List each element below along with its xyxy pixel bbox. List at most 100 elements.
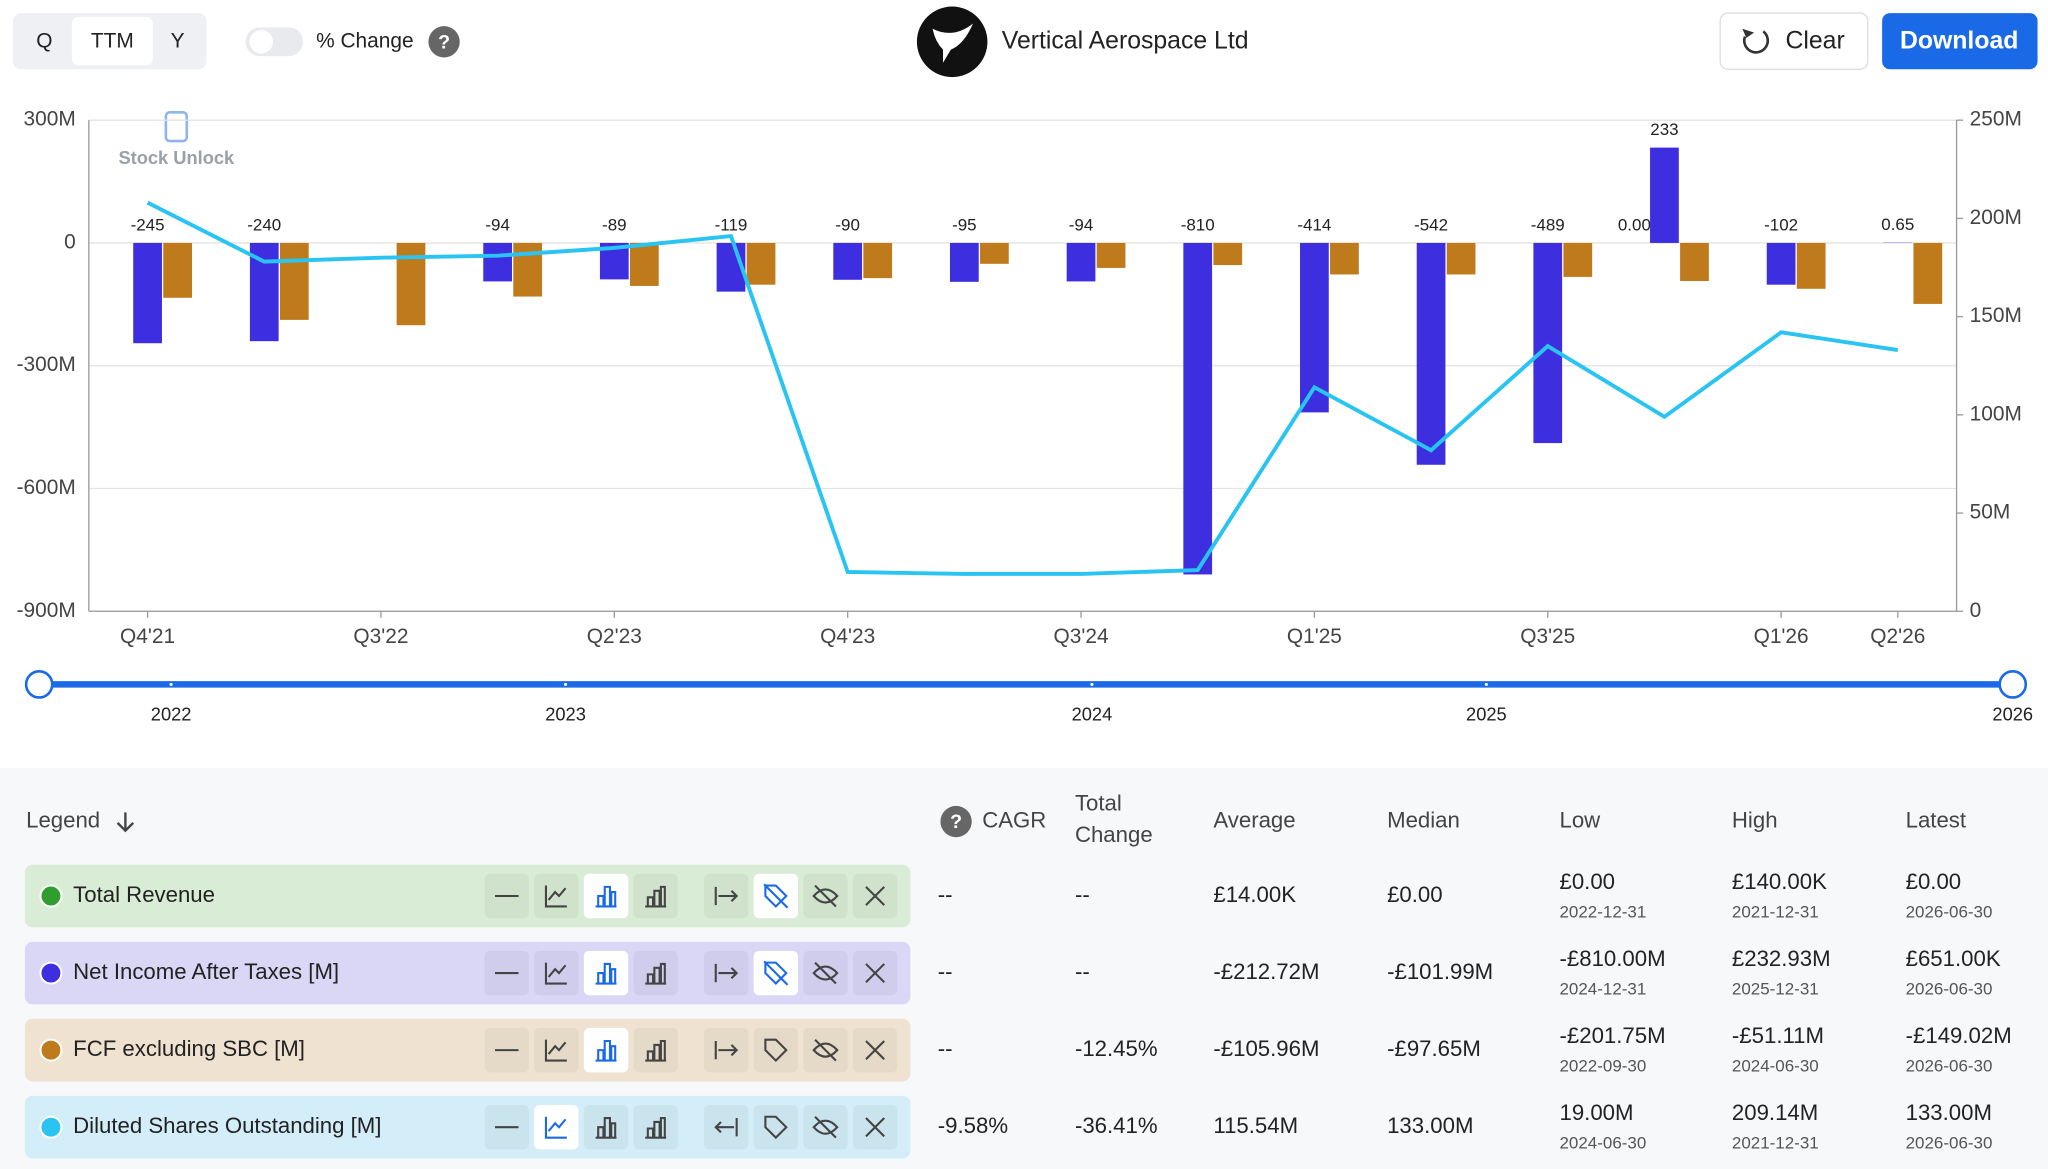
help-glyph: ?	[950, 811, 962, 833]
bar	[1446, 242, 1476, 275]
legend-header[interactable]: Legend	[26, 807, 100, 832]
slider-dot	[169, 682, 173, 686]
cell-cagr: -9.58%	[938, 1113, 1008, 1138]
legend-action-icon[interactable]	[812, 884, 839, 908]
download-button[interactable]	[1882, 13, 2038, 70]
bar	[1563, 242, 1593, 277]
legend-dot	[39, 884, 63, 908]
bar	[1766, 242, 1796, 285]
y2-tick-label: 100M	[1970, 402, 2022, 425]
legend-row	[24, 1018, 911, 1082]
legend-action-icon[interactable]	[714, 963, 739, 983]
legend-action-icon[interactable]	[714, 1118, 738, 1137]
icon-bg	[753, 1027, 799, 1073]
slider-year: 2022	[151, 704, 192, 725]
cell-cagr: --	[938, 882, 953, 907]
slider-year: 2026	[1992, 704, 2033, 725]
table-header: Median	[1387, 807, 1460, 832]
legend-action-icon[interactable]	[595, 885, 617, 908]
icon-bg	[633, 950, 678, 996]
icon-selected	[583, 950, 629, 996]
period-button[interactable]: Q	[36, 29, 52, 52]
bar	[1213, 242, 1243, 266]
data-label: -95	[952, 215, 977, 234]
cell-high: 209.14M	[1732, 1100, 1818, 1125]
icon-bg	[534, 950, 579, 996]
icon-selected	[583, 873, 629, 919]
icon-bg	[633, 1027, 678, 1073]
legend-action-icon[interactable]	[544, 1116, 567, 1139]
y-tick-label: -900M	[17, 599, 76, 622]
cell-latest-date: 2026-06-30	[1906, 1134, 1993, 1153]
legend-action-icon[interactable]	[544, 885, 567, 908]
icon-bg	[583, 1104, 629, 1150]
cell-total-change: --	[1075, 882, 1090, 907]
bar	[833, 242, 863, 280]
legend-action-icon[interactable]	[812, 1038, 839, 1062]
x-tick-label: Q3'22	[353, 625, 408, 648]
legend-action-icon[interactable]	[865, 963, 885, 983]
bar	[1680, 242, 1709, 282]
legend-name: Total Revenue	[73, 882, 215, 907]
data-label: -102	[1764, 215, 1798, 234]
x-tick-label: Q2'23	[587, 625, 642, 648]
legend-action-icon[interactable]	[714, 1040, 739, 1060]
bar	[1096, 242, 1126, 268]
cell-total-change: -36.41%	[1075, 1113, 1158, 1138]
legend-action-icon[interactable]	[865, 886, 885, 906]
y-tick-label: 300M	[24, 108, 76, 131]
cell-total-change: --	[1075, 959, 1090, 984]
x-tick-label: Q2'26	[1870, 625, 1925, 648]
legend-action-icon[interactable]	[595, 1039, 617, 1062]
slider-handle[interactable]	[24, 670, 54, 699]
legend-action-icon[interactable]	[714, 886, 739, 906]
legend-action-icon[interactable]	[645, 962, 667, 985]
clear-button[interactable]	[1719, 12, 1869, 70]
help-icon[interactable]	[428, 26, 460, 58]
legend-action-icon[interactable]	[764, 1038, 788, 1063]
legend-action-icon[interactable]	[812, 961, 839, 985]
legend-action-icon[interactable]	[595, 1117, 617, 1139]
legend-name: Diluted Shares Outstanding [M]	[73, 1113, 381, 1138]
cell-median: £0.00	[1387, 882, 1443, 907]
legend-dot	[39, 1038, 63, 1062]
legend-action-icon[interactable]	[595, 962, 617, 985]
legend-action-icon[interactable]	[764, 1115, 788, 1140]
legend-action-icon[interactable]	[544, 1039, 567, 1062]
legend-action-icon[interactable]	[865, 1117, 885, 1138]
legend-action-icon[interactable]	[763, 883, 789, 909]
icon-bg	[633, 1104, 678, 1150]
cell-average: £14.00K	[1213, 882, 1296, 907]
legend-action-icon[interactable]	[812, 1116, 839, 1139]
legend-action-icon[interactable]	[645, 1039, 667, 1062]
period-button[interactable]: Y	[171, 29, 185, 52]
y2-tick-label: 50M	[1970, 501, 2011, 524]
legend-action-icon[interactable]	[763, 960, 789, 986]
period-button[interactable]: TTM	[91, 29, 134, 52]
legend-action-icon[interactable]	[544, 962, 567, 985]
y2-tick-label: 250M	[1970, 108, 2022, 131]
cell-latest: £0.00	[1906, 869, 1962, 894]
cell-median: 133.00M	[1387, 1113, 1473, 1138]
table-header: Total	[1075, 790, 1122, 815]
slider-dot	[1484, 682, 1488, 686]
legend-action-icon[interactable]	[865, 1040, 885, 1061]
data-label: -94	[485, 215, 510, 234]
clear-label: Clear	[1785, 27, 1844, 54]
bar	[949, 242, 979, 282]
cell-latest-date: 2026-06-30	[1906, 980, 1993, 999]
cell-latest: 133.00M	[1906, 1100, 1992, 1125]
bar	[249, 242, 279, 342]
toggle-knob	[249, 30, 273, 54]
legend-action-icon[interactable]	[645, 1117, 667, 1139]
legend-action-icon[interactable]	[645, 885, 667, 908]
cell-high: -£51.11M	[1732, 1023, 1824, 1048]
icon-bg	[534, 1027, 579, 1073]
y-tick-label: 0	[64, 230, 76, 253]
legend-name: FCF excluding SBC [M]	[73, 1036, 305, 1061]
bar	[1066, 242, 1096, 282]
legend-name: Net Income After Taxes [M]	[73, 959, 339, 984]
help-icon[interactable]	[940, 805, 972, 838]
bar	[1300, 242, 1329, 413]
